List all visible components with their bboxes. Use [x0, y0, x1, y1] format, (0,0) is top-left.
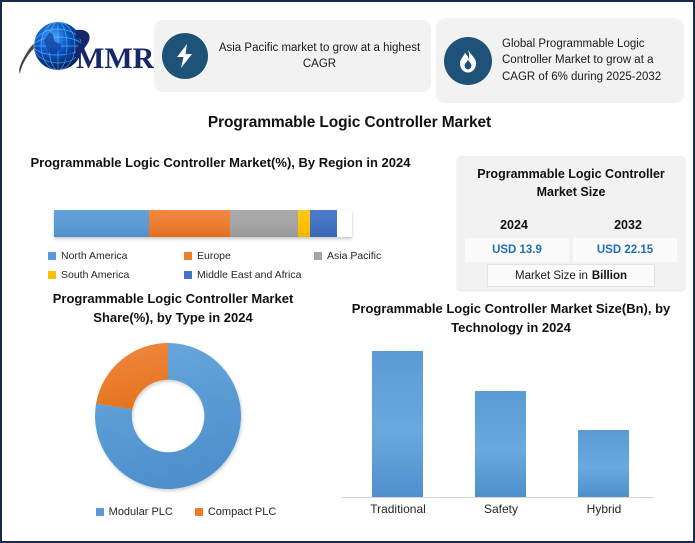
region-chart-title: Programmable Logic Controller Market(%),… [30, 155, 411, 170]
market-size-footer-unit: Billion [591, 269, 627, 282]
legend-swatch-middle-east-africa [184, 270, 192, 279]
bar-segment-middle-east-africa [310, 210, 338, 237]
legend-label-europe: Europe [197, 249, 231, 262]
svg-text:MMR: MMR [76, 42, 154, 75]
market-size-value-end: USD 22.15 [573, 238, 677, 262]
bar-segment-europe [149, 210, 230, 237]
mmr-logo: MMR [14, 12, 154, 90]
donut-slice-compact-plc [96, 343, 168, 410]
market-size-footer: Market Size in Billion [487, 264, 655, 287]
bar-label-safety: Safety [483, 502, 519, 516]
technology-chart-panel: Programmable Logic Controller Market Siz… [332, 300, 692, 516]
bar-label-hybrid: Hybrid [586, 502, 622, 516]
legend-item-compact-plc: Compact PLC [194, 502, 277, 521]
bar-segment-asia-pacific [229, 210, 299, 237]
fact-card-global-cagr: Global Programmable Logic Controller Mar… [436, 18, 684, 103]
lightning-bolt-glyph [177, 44, 192, 68]
legend-item-europe: Europe [184, 246, 314, 265]
type-donut-chart [95, 343, 242, 489]
market-size-year-end: 2032 [614, 218, 642, 232]
legend-item-asia-pacific: Asia Pacific [314, 246, 434, 265]
market-size-year-start: 2024 [500, 218, 528, 232]
lightning-bolt-icon [162, 33, 208, 79]
region-chart-panel: Programmable Logic Controller Market(%),… [24, 154, 444, 281]
technology-chart-title: Programmable Logic Controller Market Siz… [351, 301, 671, 335]
legend-swatch-asia-pacific [314, 251, 322, 260]
legend-swatch-modular-plc [95, 507, 104, 516]
legend-item-modular-plc: Modular PLC [95, 502, 173, 521]
legend-swatch-north-america [48, 251, 56, 260]
region-chart-legend: North America Europe Asia Pacific South … [48, 246, 448, 284]
technology-bar-plot [346, 346, 666, 498]
legend-label-modular-plc: Modular PLC [108, 505, 173, 518]
market-size-years: 2024 2032 [457, 218, 685, 232]
type-chart-legend: Modular PLC Compact PLC [56, 502, 316, 521]
legend-item-south-america: South America [48, 265, 184, 284]
bar-safety [475, 391, 526, 498]
bar-segment-south-america [298, 210, 311, 237]
legend-label-south-america: South America [61, 268, 130, 281]
bar-traditional [372, 351, 423, 498]
technology-bar-labels: Traditional Safety Hybrid [346, 502, 666, 524]
market-size-values: USD 13.9 USD 22.15 [465, 238, 677, 262]
legend-item-middle-east-africa: Middle East and Africa [184, 265, 314, 284]
legend-swatch-compact-plc [194, 507, 203, 516]
legend-label-compact-plc: Compact PLC [207, 505, 277, 518]
flame-glyph [460, 48, 476, 72]
market-size-value-start: USD 13.9 [465, 238, 569, 262]
market-size-footer-prefix: Market Size in [515, 269, 588, 282]
page-title: Programmable Logic Controller Market [207, 114, 492, 131]
region-stacked-bar [54, 210, 352, 237]
flame-icon [444, 36, 492, 85]
fact-card-2-text: Global Programmable Logic Controller Mar… [502, 38, 662, 83]
legend-label-middle-east-africa: Middle East and Africa [197, 268, 302, 281]
legend-label-asia-pacific: Asia Pacific [327, 249, 382, 262]
technology-bar-axis [342, 497, 654, 498]
bar-label-traditional: Traditional [370, 502, 426, 516]
donut-slice-modular-plc [95, 343, 242, 489]
legend-item-north-america: North America [48, 246, 184, 265]
type-chart-title: Programmable Logic Controller Market Sha… [52, 291, 294, 325]
legend-swatch-south-america [48, 270, 56, 279]
globe-logo-icon: MMR [19, 21, 154, 75]
legend-label-north-america: North America [61, 249, 128, 262]
fact-card-asia-pacific: Asia Pacific market to grow at a highest… [154, 20, 431, 92]
market-size-title: Programmable Logic Controller Market Siz… [477, 167, 665, 200]
bar-segment-north-america [54, 210, 150, 237]
fact-card-1-text: Asia Pacific market to grow at a highest… [218, 41, 421, 70]
bar-hybrid [578, 430, 629, 498]
type-chart-panel: Programmable Logic Controller Market Sha… [32, 290, 322, 518]
market-size-panel: Programmable Logic Controller Market Siz… [457, 156, 685, 290]
legend-swatch-europe [184, 251, 192, 260]
